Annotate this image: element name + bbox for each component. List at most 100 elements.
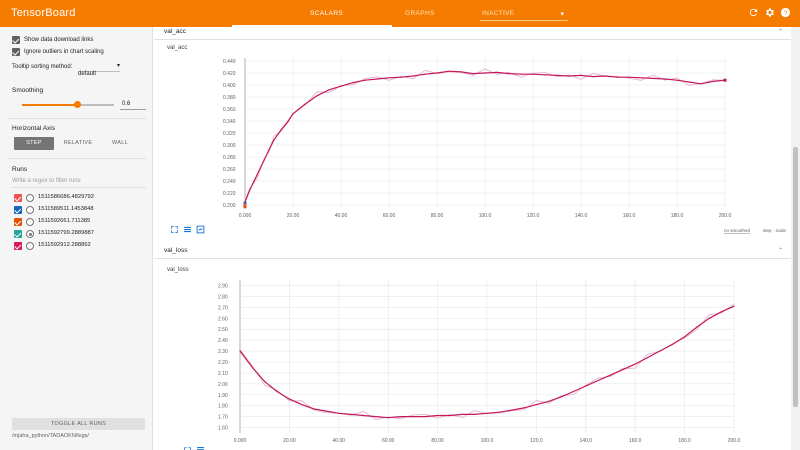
- y-tick-label: 0.280: [223, 155, 236, 161]
- data-point: [301, 403, 303, 406]
- run-row[interactable]: 1511592661.711385: [14, 218, 149, 227]
- category-header-val-acc[interactable]: val_acc ⌃: [154, 27, 791, 40]
- ignore-outliers-checkbox[interactable]: [12, 48, 20, 56]
- smoothing-label: Smoothing: [12, 87, 44, 94]
- x-tick-label: 80.00: [431, 438, 444, 444]
- run-row[interactable]: 1511592912.288862: [14, 242, 149, 251]
- data-point: [288, 398, 290, 400]
- x-tick-label: 140.0: [580, 438, 593, 444]
- y-tick-label: 0.260: [223, 167, 236, 173]
- data-point: [328, 89, 330, 91]
- data-point: [287, 120, 289, 122]
- x-tick-label: 60.00: [382, 438, 395, 444]
- log-directory: /mjaha_python/TADAOKN/logs/: [12, 433, 89, 439]
- run-radio[interactable]: [26, 230, 34, 238]
- run-name: 1511589511.1453848: [38, 206, 94, 212]
- ignore-outliers-label: Ignore outliers in chart scaling: [24, 49, 104, 55]
- data-point: [696, 326, 698, 328]
- data-point: [313, 408, 315, 410]
- y-tick-label: 0.360: [223, 107, 236, 113]
- slider-handle[interactable]: [73, 101, 81, 108]
- axis-wall-button[interactable]: WALL: [112, 140, 128, 146]
- list-icon[interactable]: [183, 225, 192, 233]
- toggle-all-runs-button[interactable]: TOGGLE ALL RUNS: [12, 418, 145, 430]
- help-icon[interactable]: ?: [779, 7, 791, 19]
- data-point: [449, 414, 451, 417]
- list-icon[interactable]: [196, 445, 205, 450]
- run-row[interactable]: 1511589511.1453848: [14, 206, 149, 215]
- fit-domain-icon[interactable]: [196, 225, 205, 234]
- axis-relative-button[interactable]: RELATIVE: [63, 140, 93, 146]
- data-point: [676, 79, 678, 81]
- data-point: [659, 350, 661, 352]
- y-tick-label: 2.40: [218, 338, 228, 344]
- run-radio[interactable]: [26, 218, 34, 226]
- data-point: [263, 159, 265, 161]
- y-tick-label: 2.70: [218, 305, 228, 311]
- x-tick-label: 20.00: [283, 438, 296, 444]
- run-checkbox[interactable]: [14, 230, 22, 238]
- smoothing-value-input[interactable]: 0.6: [120, 99, 146, 110]
- chart-val-acc[interactable]: 0.000 20.00 40.00 60.00 80.00 100.0 120.0 140.0…: [160, 54, 750, 224]
- chart-title: val_loss: [167, 267, 189, 273]
- runs-label: Runs: [12, 166, 28, 173]
- data-point: [671, 343, 673, 346]
- data-point: [684, 336, 686, 338]
- run-checkbox[interactable]: [14, 194, 22, 202]
- data-point: [304, 103, 306, 105]
- data-point: [412, 416, 414, 418]
- smoothing-slider[interactable]: [22, 101, 114, 108]
- data-point: [388, 77, 390, 79]
- app-title: TensorBoard: [11, 7, 76, 19]
- run-checkbox[interactable]: [14, 218, 22, 226]
- data-point: [400, 76, 402, 78]
- settings-icon[interactable]: [763, 7, 775, 19]
- chart-val-loss[interactable]: 0.000 20.00 40.00 60.00 80.00 100.0 120.0 140.0…: [160, 276, 750, 446]
- data-point: [568, 75, 570, 77]
- category-header-val-loss[interactable]: val_loss ⌃: [154, 246, 791, 259]
- show-download-links-checkbox[interactable]: [12, 36, 20, 44]
- run-checkbox[interactable]: [14, 206, 22, 214]
- fullscreen-icon[interactable]: [170, 225, 179, 233]
- tooltip-sorting-select[interactable]: default ▾: [78, 62, 120, 77]
- main-scrollbar[interactable]: [791, 27, 800, 450]
- run-row[interactable]: 1511586686.4829792: [14, 194, 149, 203]
- data-point: [362, 414, 365, 417]
- x-tick-label: 160.0: [629, 438, 642, 444]
- data-point: [508, 73, 510, 75]
- data-point: [424, 73, 426, 75]
- data-point: [292, 113, 294, 115]
- runs-filter-input[interactable]: Write a regex to filter runs: [12, 178, 146, 188]
- data-point: [604, 75, 606, 77]
- data-point: [700, 83, 702, 85]
- show-download-links-label: Show data download links: [24, 37, 94, 43]
- run-checkbox[interactable]: [14, 242, 22, 250]
- tooltip-sorting-value: default: [78, 71, 97, 77]
- inactive-plugins-dropdown[interactable]: INACTIVE ▾: [480, 7, 568, 21]
- axis-step-button[interactable]: STEP: [14, 137, 54, 150]
- x-tick-label: 60.00: [383, 213, 396, 219]
- tab-scalars[interactable]: SCALARS: [310, 10, 344, 17]
- smoothing-mode-dropdown[interactable]: no smoothed: [724, 228, 751, 234]
- run-radio[interactable]: [26, 206, 34, 214]
- data-point: [273, 139, 275, 141]
- refresh-icon[interactable]: [747, 7, 759, 19]
- x-tick-label: 40.00: [335, 213, 348, 219]
- run-row[interactable]: 1511592799.2889887: [14, 230, 149, 239]
- chevron-up-icon: ⌃: [777, 29, 783, 35]
- x-tick-label: 180.0: [671, 213, 684, 219]
- y-tick-label: 0.380: [223, 95, 236, 101]
- data-point: [560, 396, 562, 398]
- run-radio[interactable]: [26, 194, 34, 202]
- scrollbar-thumb[interactable]: [793, 147, 798, 407]
- fullscreen-icon[interactable]: [183, 445, 192, 450]
- data-point: [572, 390, 575, 393]
- y-tick-label: 0.240: [223, 179, 236, 185]
- data-point: [520, 73, 522, 75]
- data-point: [251, 366, 253, 369]
- horizontal-axis-label: Horizontal Axis: [12, 125, 55, 132]
- data-point: [597, 379, 599, 382]
- data-point: [712, 80, 714, 82]
- run-radio[interactable]: [26, 242, 34, 250]
- tab-graphs[interactable]: GRAPHS: [405, 10, 435, 17]
